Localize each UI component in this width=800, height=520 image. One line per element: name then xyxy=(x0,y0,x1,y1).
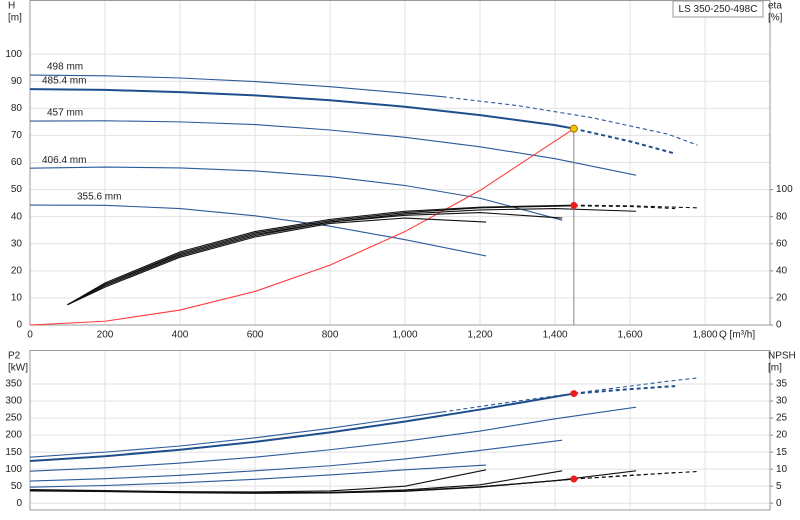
y2-tick-label: 40 xyxy=(776,265,788,276)
curve xyxy=(442,377,698,413)
x-tick-label: 400 xyxy=(172,330,189,341)
curve xyxy=(29,392,575,462)
y-tick-label: 80 xyxy=(11,103,23,114)
y-tick-label: 150 xyxy=(5,447,22,458)
curve-label: 498 mm xyxy=(47,62,83,73)
curve xyxy=(29,74,443,98)
curve-label: 406.4 mm xyxy=(42,155,86,166)
chart-title: LS 350-250-498C xyxy=(679,4,758,15)
x-tick-label: 0 xyxy=(27,330,33,341)
curve xyxy=(573,127,676,155)
y-tick-label: 90 xyxy=(11,76,23,87)
curve xyxy=(29,88,575,130)
x-tick-label: 600 xyxy=(247,330,264,341)
y-tick-label: 20 xyxy=(11,265,23,276)
y2-tick-label: 0 xyxy=(776,498,782,509)
y-axis-label: P2 xyxy=(8,351,21,362)
y2-tick-label: 20 xyxy=(776,430,788,441)
y2-axis-label: NPSH xyxy=(768,351,796,362)
curve xyxy=(29,166,563,221)
x-tick-label: 1,800 xyxy=(693,330,718,341)
x-tick-label: 1,600 xyxy=(618,330,643,341)
y2-curve xyxy=(573,472,676,480)
curve-label: 485.4 mm xyxy=(42,76,86,87)
y-tick-label: 0 xyxy=(16,498,22,509)
y2-curve xyxy=(573,205,676,210)
y2-tick-label: 5 xyxy=(776,481,782,492)
y-axis-label: H xyxy=(8,1,15,12)
y-tick-label: 300 xyxy=(5,396,22,407)
y2-tick-label: 0 xyxy=(776,320,782,331)
x-tick-label: 1,000 xyxy=(393,330,418,341)
y-tick-label: 250 xyxy=(5,413,22,424)
y2-tick-label: 80 xyxy=(776,211,788,222)
curve xyxy=(29,120,637,176)
y-tick-label: 50 xyxy=(11,481,23,492)
y2-tick-label: 15 xyxy=(776,447,788,458)
y2-tick-label: 25 xyxy=(776,413,788,424)
operating-point xyxy=(570,390,578,398)
curve xyxy=(573,385,676,395)
y2-axis-unit: [m] xyxy=(768,363,782,374)
y-tick-label: 60 xyxy=(11,157,23,168)
y2-axis-label: eta xyxy=(768,1,782,12)
curve-label: 355.6 mm xyxy=(77,192,121,203)
y2-tick-label: 35 xyxy=(776,379,788,390)
plot-frame xyxy=(29,0,771,326)
y2-tick-label: 30 xyxy=(776,396,788,407)
plot-frame xyxy=(29,350,771,511)
y-tick-label: 50 xyxy=(11,184,23,195)
x-axis-label: Q [m³/h] xyxy=(719,330,755,341)
y-tick-label: 10 xyxy=(11,293,23,304)
y-tick-label: 30 xyxy=(11,238,23,249)
operating-point xyxy=(570,201,578,209)
curve xyxy=(29,464,487,488)
y-tick-label: 70 xyxy=(11,130,23,141)
y2-curve xyxy=(67,212,563,306)
y-tick-label: 350 xyxy=(5,379,22,390)
curve xyxy=(29,439,563,482)
curve xyxy=(29,128,575,326)
title-box xyxy=(672,0,764,18)
x-tick-label: 200 xyxy=(97,330,114,341)
y-tick-label: 100 xyxy=(5,49,22,60)
y-tick-label: 40 xyxy=(11,211,23,222)
y-tick-label: 100 xyxy=(5,464,22,475)
y2-tick-label: 60 xyxy=(776,238,788,249)
curve-label: 457 mm xyxy=(47,108,83,119)
y2-curve xyxy=(573,204,698,209)
y2-curve xyxy=(67,204,574,306)
curve xyxy=(442,96,698,146)
y-axis-unit: [m] xyxy=(8,13,22,24)
x-tick-label: 1,200 xyxy=(468,330,493,341)
y-axis-unit: [kW] xyxy=(8,363,28,374)
y2-tick-label: 100 xyxy=(776,184,793,195)
curve xyxy=(29,406,637,472)
x-tick-label: 800 xyxy=(322,330,339,341)
y-tick-label: 0 xyxy=(16,320,22,331)
y-tick-label: 200 xyxy=(5,430,22,441)
y2-tick-label: 20 xyxy=(776,293,788,304)
y2-curve xyxy=(29,469,487,493)
y2-axis-unit: [%] xyxy=(768,13,783,24)
y2-tick-label: 10 xyxy=(776,464,788,475)
operating-point xyxy=(570,475,578,483)
operating-point xyxy=(569,124,578,133)
y2-curve xyxy=(67,217,487,306)
curve xyxy=(29,411,443,458)
x-tick-label: 1,400 xyxy=(543,330,568,341)
curve xyxy=(29,204,487,257)
